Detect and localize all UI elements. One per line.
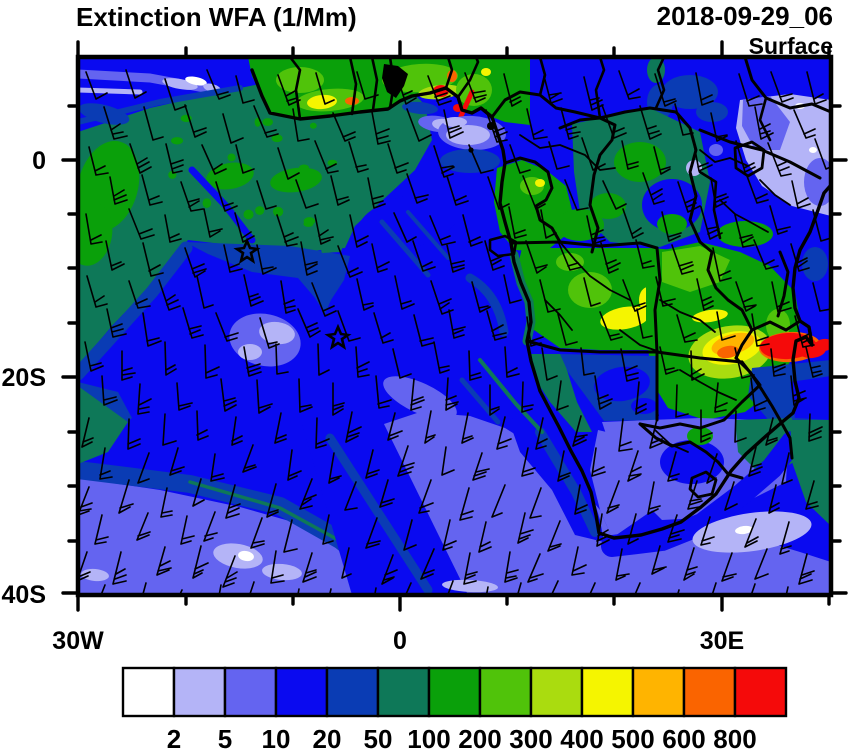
svg-text:5: 5 bbox=[218, 724, 232, 750]
svg-text:200: 200 bbox=[458, 724, 501, 750]
svg-text:30E: 30E bbox=[700, 627, 744, 655]
svg-text:2: 2 bbox=[167, 724, 181, 750]
svg-text:100: 100 bbox=[407, 724, 450, 750]
svg-text:2018-09-29_06: 2018-09-29_06 bbox=[657, 1, 833, 31]
svg-text:50: 50 bbox=[364, 724, 393, 750]
svg-text:Extinction WFA (1/Mm): Extinction WFA (1/Mm) bbox=[76, 2, 357, 32]
svg-text:30W: 30W bbox=[52, 627, 104, 655]
svg-text:10: 10 bbox=[262, 724, 291, 750]
svg-text:40S: 40S bbox=[2, 581, 46, 609]
svg-text:600: 600 bbox=[662, 724, 705, 750]
svg-text:800: 800 bbox=[713, 724, 756, 750]
svg-text:500: 500 bbox=[611, 724, 654, 750]
svg-text:0: 0 bbox=[32, 147, 46, 175]
svg-text:400: 400 bbox=[560, 724, 603, 750]
svg-text:300: 300 bbox=[509, 724, 552, 750]
svg-text:0: 0 bbox=[393, 627, 407, 655]
svg-text:Surface: Surface bbox=[749, 33, 833, 59]
svg-text:20S: 20S bbox=[2, 364, 46, 392]
svg-text:20: 20 bbox=[313, 724, 342, 750]
